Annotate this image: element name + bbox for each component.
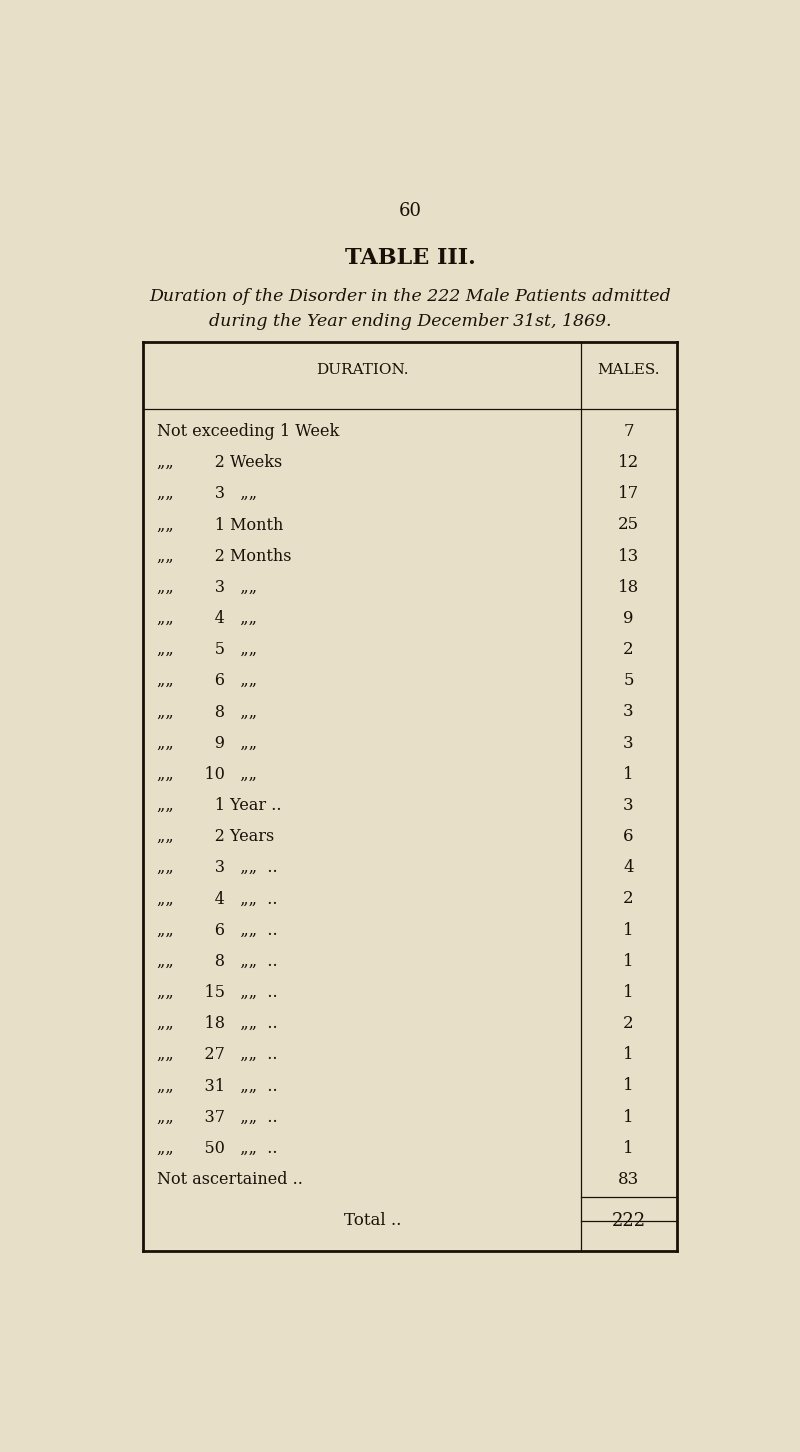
Text: 9: 9 bbox=[623, 610, 634, 627]
Text: Total ..: Total .. bbox=[344, 1212, 402, 1230]
Text: 2: 2 bbox=[623, 890, 634, 908]
Text: „„        1 Month: „„ 1 Month bbox=[157, 517, 283, 533]
Text: „„        5   „„: „„ 5 „„ bbox=[157, 640, 257, 658]
Text: 1: 1 bbox=[623, 1047, 634, 1063]
Text: TABLE III.: TABLE III. bbox=[345, 247, 475, 269]
Text: 2: 2 bbox=[623, 1015, 634, 1032]
Text: „„      15   „„  ..: „„ 15 „„ .. bbox=[157, 984, 278, 1000]
Text: 18: 18 bbox=[618, 579, 639, 595]
Text: „„        4   „„: „„ 4 „„ bbox=[157, 610, 257, 627]
Text: 6: 6 bbox=[623, 828, 634, 845]
Text: „„      31   „„  ..: „„ 31 „„ .. bbox=[157, 1077, 278, 1095]
Text: 25: 25 bbox=[618, 517, 639, 533]
Text: „„        6   „„  ..: „„ 6 „„ .. bbox=[157, 922, 278, 938]
Text: „„      18   „„  ..: „„ 18 „„ .. bbox=[157, 1015, 278, 1032]
Text: „„        2 Weeks: „„ 2 Weeks bbox=[157, 454, 282, 470]
Text: „„        1 Year ..: „„ 1 Year .. bbox=[157, 797, 282, 815]
Text: „„        2 Months: „„ 2 Months bbox=[157, 547, 291, 565]
Text: „„        8   „„  ..: „„ 8 „„ .. bbox=[157, 953, 278, 970]
Text: „„      37   „„  ..: „„ 37 „„ .. bbox=[157, 1108, 278, 1125]
Text: 60: 60 bbox=[398, 202, 422, 221]
Text: 1: 1 bbox=[623, 1077, 634, 1095]
Text: Not ascertained ..: Not ascertained .. bbox=[157, 1170, 303, 1188]
Text: 1: 1 bbox=[623, 1108, 634, 1125]
Text: „„        3   „„: „„ 3 „„ bbox=[157, 485, 257, 502]
Text: „„        3   „„  ..: „„ 3 „„ .. bbox=[157, 860, 278, 876]
Text: 7: 7 bbox=[623, 423, 634, 440]
Text: „„        6   „„: „„ 6 „„ bbox=[157, 672, 257, 690]
Text: 13: 13 bbox=[618, 547, 639, 565]
Text: Not exceeding 1 Week: Not exceeding 1 Week bbox=[157, 423, 339, 440]
Text: „„        2 Years: „„ 2 Years bbox=[157, 828, 274, 845]
Text: during the Year ending December 31st, 1869.: during the Year ending December 31st, 18… bbox=[209, 312, 611, 330]
Text: 17: 17 bbox=[618, 485, 639, 502]
Text: DURATION.: DURATION. bbox=[316, 363, 408, 378]
Text: 3: 3 bbox=[623, 703, 634, 720]
Text: 1: 1 bbox=[623, 765, 634, 783]
Text: Duration of the Disorder in the 222 Male Patients admitted: Duration of the Disorder in the 222 Male… bbox=[149, 289, 671, 305]
Text: 5: 5 bbox=[623, 672, 634, 690]
Text: „„        3   „„: „„ 3 „„ bbox=[157, 579, 257, 595]
Text: „„      10   „„: „„ 10 „„ bbox=[157, 765, 257, 783]
Text: 2: 2 bbox=[623, 640, 634, 658]
Text: 83: 83 bbox=[618, 1170, 639, 1188]
Text: „„        4   „„  ..: „„ 4 „„ .. bbox=[157, 890, 278, 908]
Text: 222: 222 bbox=[611, 1212, 646, 1230]
Text: 4: 4 bbox=[623, 860, 634, 876]
Text: 12: 12 bbox=[618, 454, 639, 470]
Text: 3: 3 bbox=[623, 797, 634, 815]
Text: „„      27   „„  ..: „„ 27 „„ .. bbox=[157, 1047, 278, 1063]
Text: 1: 1 bbox=[623, 1140, 634, 1157]
Text: „„        9   „„: „„ 9 „„ bbox=[157, 735, 257, 752]
Text: 3: 3 bbox=[623, 735, 634, 752]
Text: „„      50   „„  ..: „„ 50 „„ .. bbox=[157, 1140, 278, 1157]
Text: MALES.: MALES. bbox=[598, 363, 660, 378]
Text: 1: 1 bbox=[623, 953, 634, 970]
Text: „„        8   „„: „„ 8 „„ bbox=[157, 703, 257, 720]
Text: 1: 1 bbox=[623, 984, 634, 1000]
Text: 1: 1 bbox=[623, 922, 634, 938]
